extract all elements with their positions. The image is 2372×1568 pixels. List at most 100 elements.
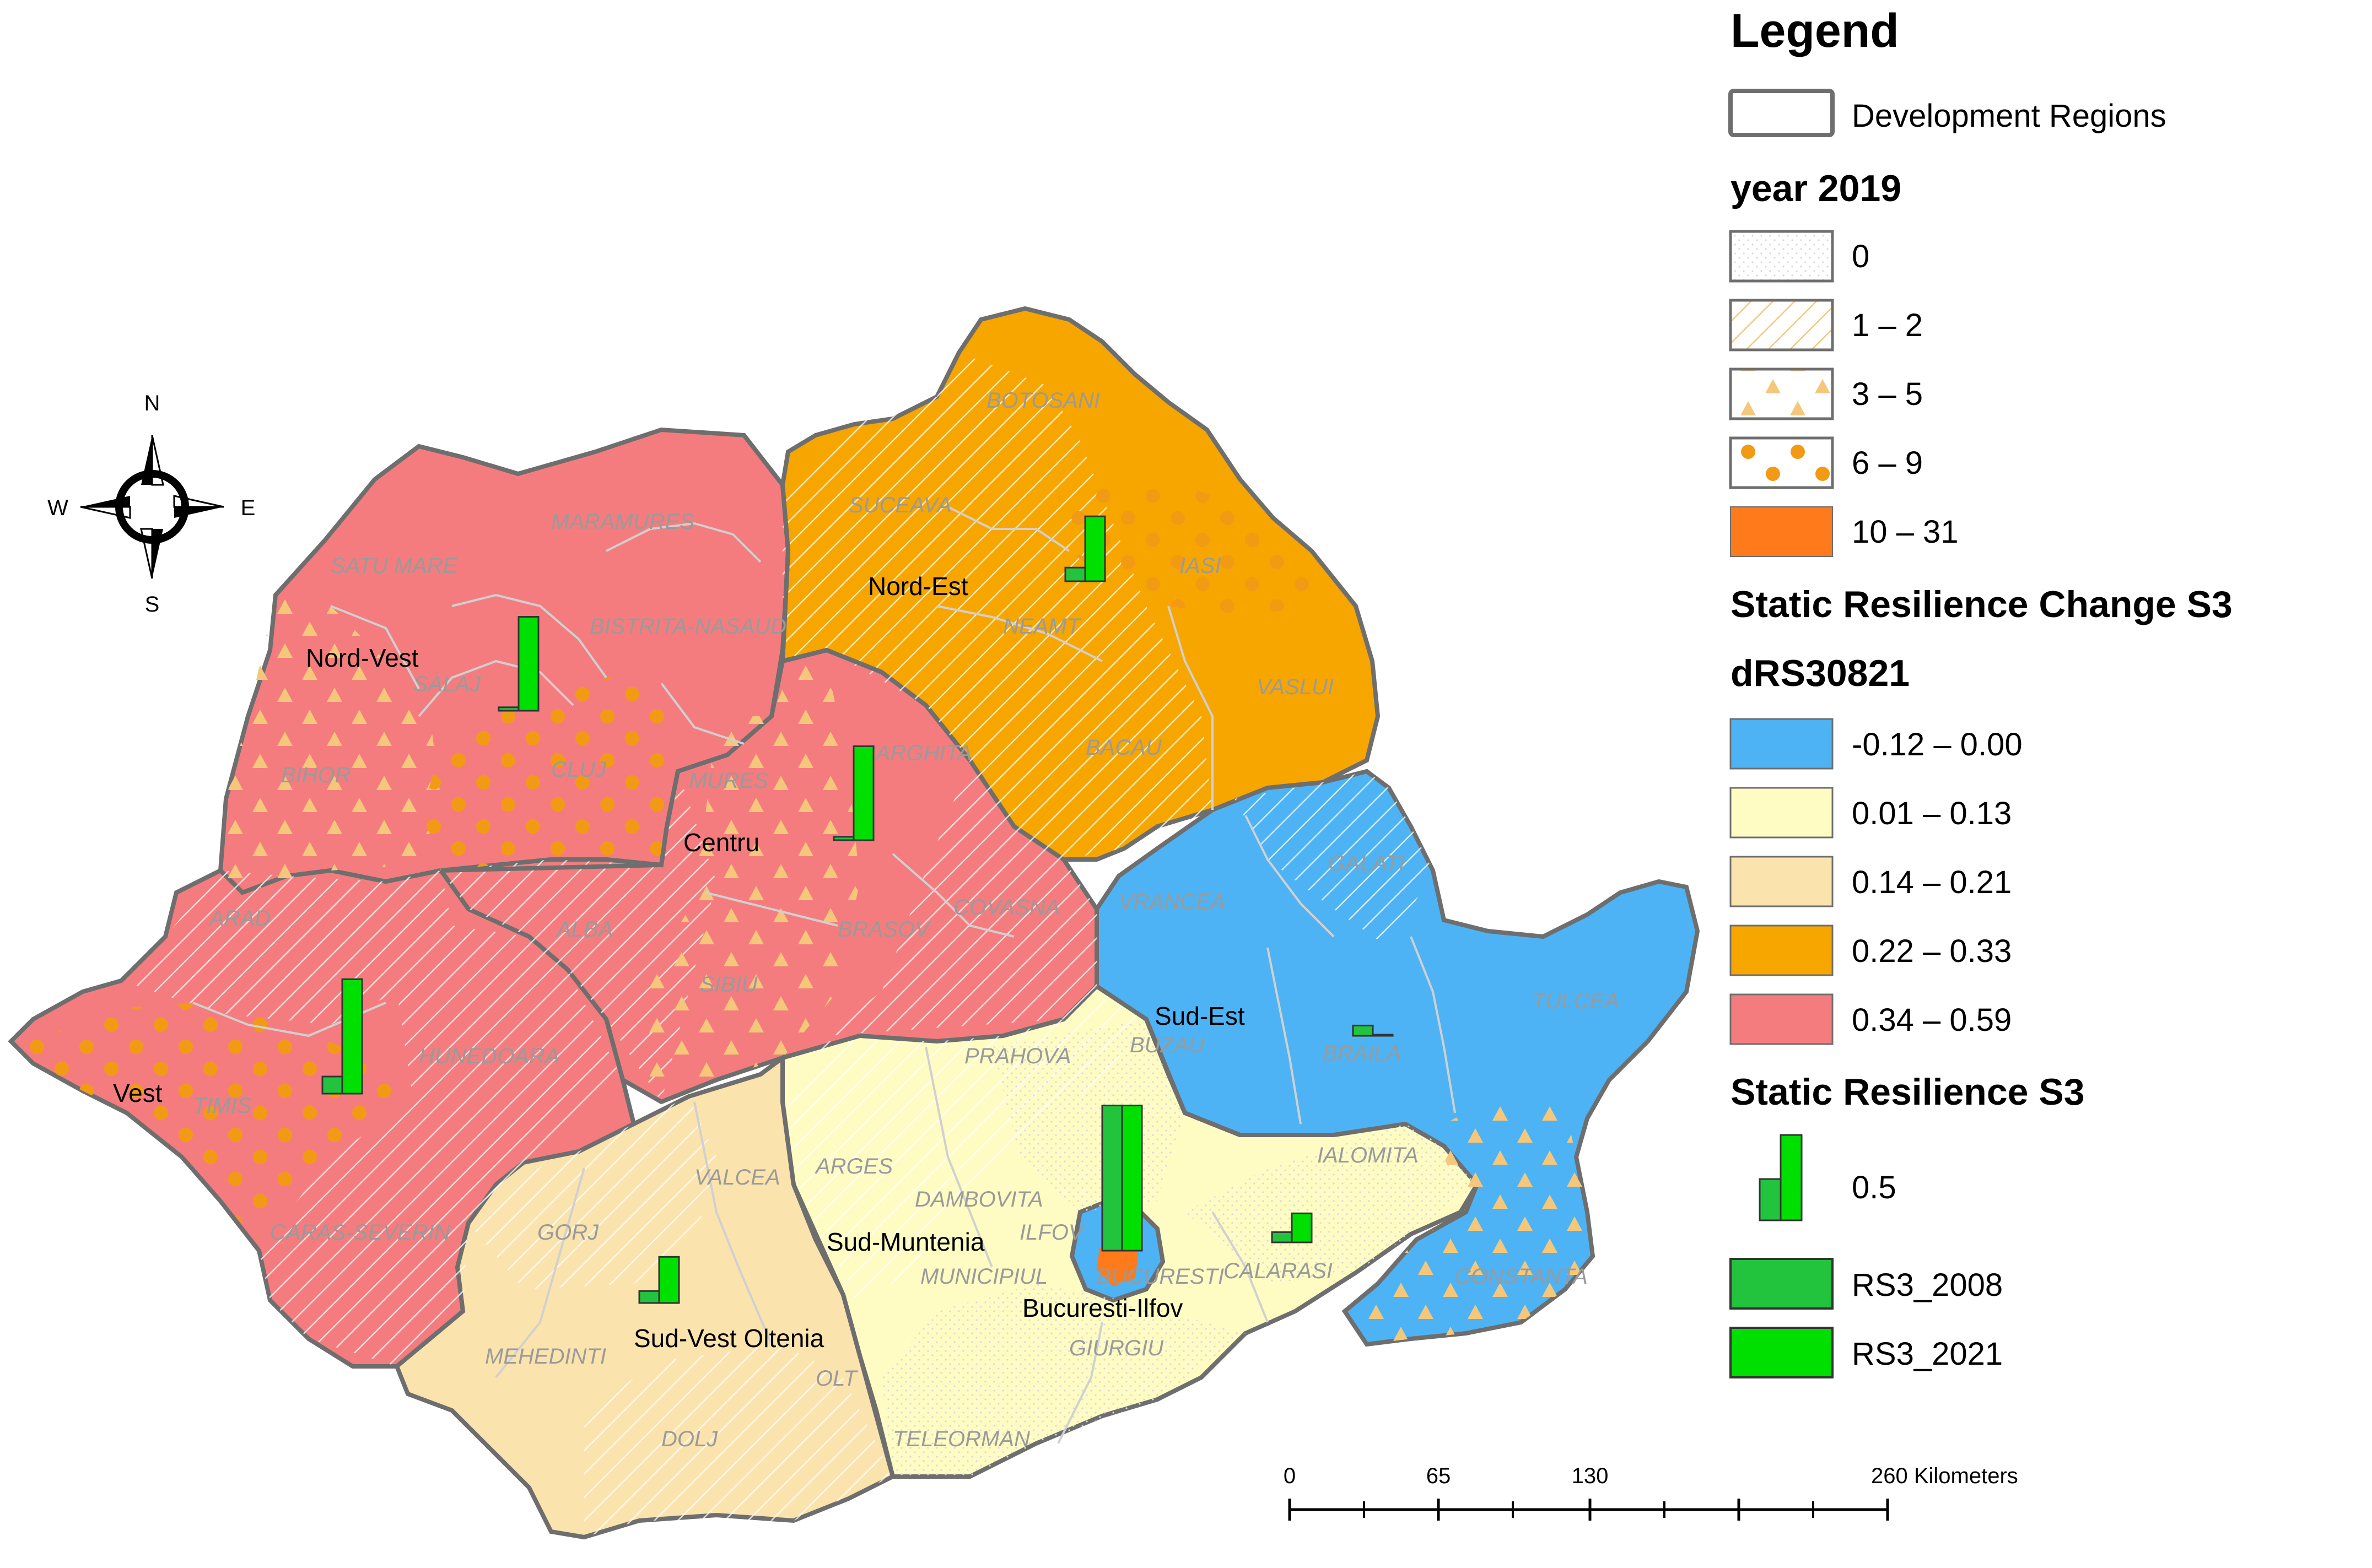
region-label-nord-vest: Nord-Vest [306,644,419,672]
county-label: MEHEDINTI [485,1344,606,1369]
county-label: TIMIS [193,1094,252,1118]
bar-rs3-2021-nord-vest [517,616,540,712]
legend-swatch-rs3-2021 [1729,1327,1834,1378]
legend-label-change-2: 0.14 – 0.21 [1852,864,2012,900]
region-label-centru: Centru [683,828,759,857]
legend-label-year-2: 3 – 5 [1852,376,1923,412]
county-label: VASLUI [1257,675,1334,699]
county-label: SUCEAVA [849,493,952,517]
legend-label-year-0: 0 [1852,239,1869,274]
legend-label-year-4: 10 – 31 [1852,514,1959,550]
county-label: BUZAU [1130,1033,1205,1057]
legend-swatch-change-1 [1729,787,1834,839]
legend-title: Legend [1731,4,1899,57]
north-arrow-icon: N S W E [47,391,255,617]
county-label: BACAU [1086,736,1162,760]
scale-tick-label: 260 Kilometers [1871,1464,2018,1488]
legend-bar-symbol-icon [1759,1134,1803,1221]
legend-swatch-change-4 [1729,993,1834,1045]
bar-rs3-2021-ialomita-calarasi [1291,1212,1313,1243]
region-label-bucuresti-ilfov: Bucuresti-Ilfov [1022,1294,1183,1322]
legend-swatch-rs3-2008 [1729,1258,1834,1310]
county-label: MURES [689,769,769,793]
scale-tick-label: 0 [1284,1464,1296,1488]
legend-heading-change: Static Resilience Change S3 [1731,583,2233,625]
legend-label-year-3: 6 – 9 [1852,445,1923,481]
county-label: IALOMITA [1317,1143,1419,1167]
legend-label-year-1: 1 – 2 [1852,307,1923,343]
bar-rs3-2008-nord-est [1064,566,1086,582]
legend-swatch-change-0 [1729,718,1834,770]
legend-swatch-change-2 [1729,856,1834,907]
county-label: NEAMT [1003,614,1082,639]
legend-swatch-year-0 [1729,230,1834,283]
county-label: PRAHOVA [964,1044,1071,1068]
county-label: DOLJ [661,1427,718,1451]
compass-n: N [144,391,160,415]
legend: Legend Development Regions year 2019 0 1… [1728,4,2233,1378]
county-label: BRAILA [1323,1041,1401,1066]
county-label: ARAD [208,906,271,931]
county-label: BUCURESTI [1097,1264,1224,1289]
county-label: ALBA [556,917,613,942]
county-label: SALAJ [413,672,481,696]
region-label-sud-vest-oltenia: Sud-Vest Oltenia [634,1324,824,1353]
bar-rs3-2021-centru [853,745,875,841]
county-label: BIHOR [281,763,351,787]
county-label: HUNEDOARA [419,1044,560,1068]
county-label: TULCEA [1532,989,1619,1013]
county-label: BOTOSANI [986,388,1100,413]
bar-rs3-2021-nord-est [1084,515,1106,582]
county-label: GALATI [1328,851,1405,875]
legend-label-change-1: 0.01 – 0.13 [1852,796,2012,831]
scale-tick-label: 130 [1572,1464,1609,1488]
legend-label-rs3-2021: RS3_2021 [1852,1336,2003,1372]
county-label: BISTRITA-NASAUD [590,614,786,639]
legend-heading-field: dRS30821 [1731,652,1910,694]
legend-heading-resilience: Static Resilience S3 [1731,1071,2085,1113]
legend-swatch-boundary [1728,89,1835,137]
bar-rs3-2008-vest [321,1075,343,1095]
county-label: ARGES [815,1154,893,1178]
scale-bar: 0 65 130 260 Kilometers [1284,1464,2018,1521]
county-label: COVASNA [953,895,1060,920]
legend-swatch-change-3 [1729,924,1834,976]
legend-swatch-year-4 [1730,506,1833,557]
legend-label-boundary: Development Regions [1852,98,2166,134]
legend-swatch-year-1 [1729,299,1834,352]
legend-swatch-year-3 [1729,436,1834,489]
county-label: TELEORMAN [893,1427,1030,1451]
bar-rs3-2021-sud-est [1372,1034,1394,1037]
county-label: GORJ [537,1220,599,1245]
county-label: CONSTANTA [1455,1264,1588,1289]
legend-label-change-4: 0.34 – 0.59 [1852,1002,2012,1038]
legend-label-rs3-2008: RS3_2008 [1852,1267,2003,1303]
bar-rs3-2021-bucuresti-ilfov [1121,1105,1143,1252]
region-label-nord-est: Nord-Est [868,572,968,601]
legend-label-change-3: 0.22 – 0.33 [1852,933,2012,969]
county-label: VALCEA [694,1165,780,1189]
county-label: MARAMURES [551,510,694,534]
compass-s: S [145,592,160,617]
county-label: VRANCEA [1119,890,1225,914]
county-label: DAMBOVITA [915,1187,1043,1212]
bar-rs3-2008-sud-vest-oltenia [638,1290,660,1304]
bar-rs3-2008-sud-est [1352,1024,1374,1037]
county-label: MUNICIPIUL [920,1264,1048,1289]
region-label-sud-muntenia: Sud-Muntenia [827,1228,985,1256]
legend-label-bar-scale: 0.5 [1852,1170,1896,1205]
county-label: ILFOV [1020,1220,1085,1245]
county-label: BRASOV [838,917,931,942]
bar-rs3-2021-sud-vest-oltenia [658,1256,680,1304]
legend-label-change-0: -0.12 – 0.00 [1852,727,2023,763]
county-label: CARAS-SEVERIN [270,1220,450,1245]
county-label: SATU MARE [331,554,459,578]
bar-rs3-2008-centru [833,836,855,841]
county-label: CALARASI [1223,1259,1333,1283]
county-label: CLUJ [551,758,607,782]
scale-tick-label: 65 [1426,1464,1451,1488]
region-label-sud-est: Sud-Est [1155,1002,1245,1030]
bar-rs3-2021-vest [341,978,363,1095]
bar-rs3-2008-bucuresti-ilfov [1101,1105,1123,1252]
